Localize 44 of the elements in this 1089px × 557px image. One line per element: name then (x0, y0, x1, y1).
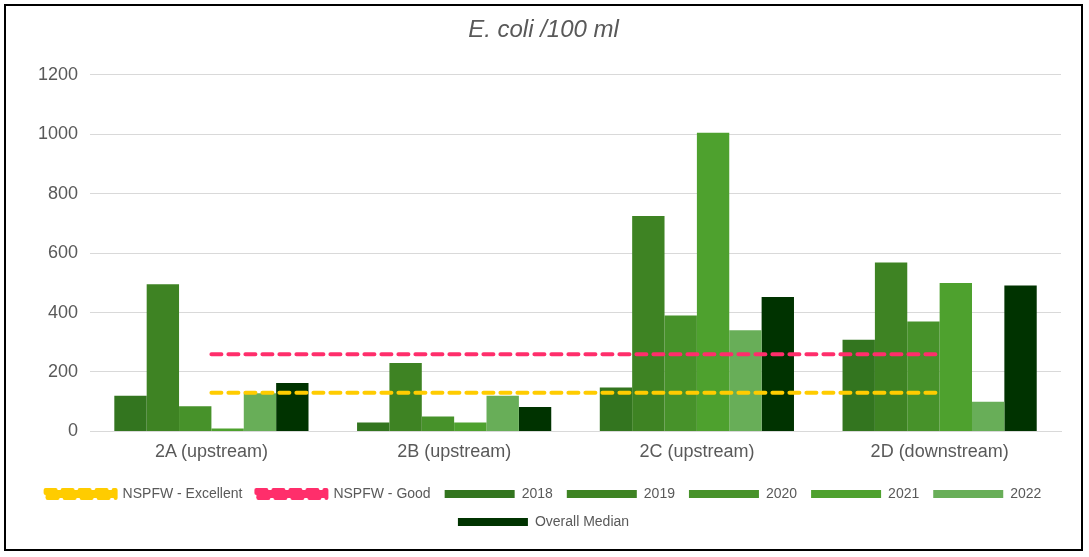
x-tick-label: 2B (upstream) (397, 441, 512, 462)
legend-label: 2021 (888, 484, 920, 501)
legend-label: NSPFW - Good (333, 484, 431, 501)
y-tick-label: 600 (48, 242, 79, 263)
legend-label: Overall Median (534, 512, 630, 529)
y-tick-label: 0 (68, 420, 79, 441)
legend-label: NSPFW - Excellent (122, 484, 243, 501)
bar (664, 315, 697, 431)
x-tick-label: 2C (upstream) (639, 441, 755, 462)
bar (389, 363, 422, 431)
bar (696, 132, 730, 431)
x-tick-label: 2A (upstream) (154, 441, 268, 462)
bar (842, 339, 875, 431)
bar (276, 382, 309, 431)
bar (114, 395, 147, 431)
bar (243, 393, 277, 431)
bar (454, 422, 487, 431)
bar (357, 422, 390, 431)
bar (421, 416, 455, 431)
y-tick-label: 1000 (38, 123, 79, 144)
y-tick-label: 200 (48, 360, 79, 381)
legend-label: 2022 (1010, 484, 1042, 501)
bar (874, 262, 908, 431)
bar (761, 297, 794, 431)
legend-label: 2018 (521, 484, 554, 501)
bar (146, 284, 180, 431)
bar (211, 428, 244, 431)
bar (907, 321, 940, 431)
bar (599, 387, 633, 431)
bar (939, 283, 972, 431)
bar (1004, 285, 1037, 431)
y-tick-label: 800 (48, 182, 79, 203)
y-tick-label: 400 (48, 301, 79, 322)
legend-label: 2020 (765, 484, 798, 501)
legend-label: 2019 (643, 484, 676, 501)
bar (972, 401, 1005, 431)
x-tick-label: 2D (downstream) (870, 441, 1009, 462)
y-tick-label: 1200 (38, 63, 79, 84)
chart-title: E. coli /100 ml (468, 15, 620, 43)
bar (518, 407, 552, 431)
bar (486, 395, 519, 431)
bar (632, 215, 665, 431)
bar (729, 330, 762, 431)
bar (179, 406, 212, 431)
